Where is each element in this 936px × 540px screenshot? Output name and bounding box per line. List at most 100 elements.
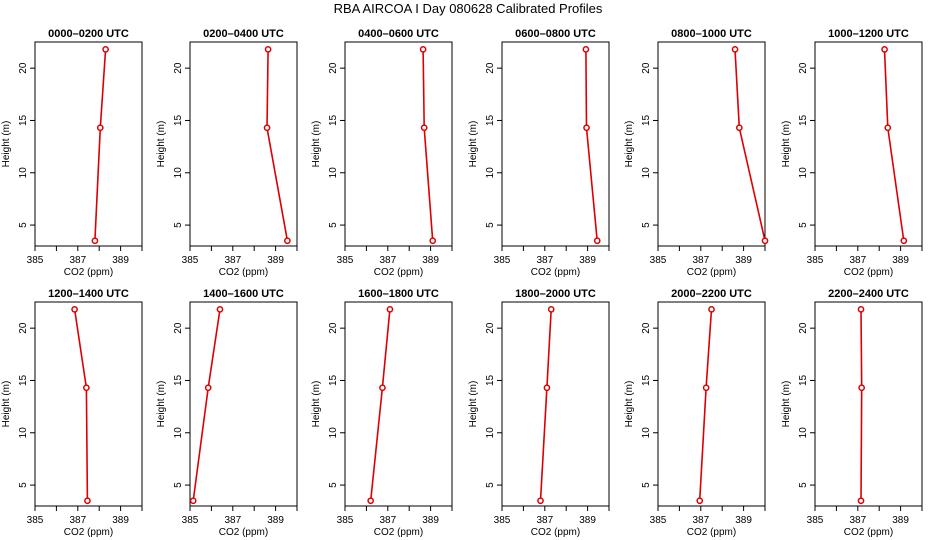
panel-title: 1000–1200 UTC [828,28,909,40]
data-point [735,124,743,132]
y-axis-label: Height (m) [781,121,792,168]
profile-line [883,49,905,241]
data-point [593,237,601,245]
data-point [71,305,78,313]
x-axis-label: CO2 (ppm) [64,267,113,278]
x-axis-label: CO2 (ppm) [844,267,893,278]
y-tick-label: 5 [641,482,652,488]
x-axis-label: CO2 (ppm) [219,267,268,278]
x-tick-label: 385 [494,515,511,526]
y-tick-label: 20 [641,62,652,74]
x-tick-label: 387 [224,255,241,266]
x-tick-label: 389 [735,255,752,266]
plot-frame [814,301,923,507]
data-point [91,237,99,245]
y-tick-label: 10 [641,427,652,439]
y-axis-label: Height (m) [1,381,12,428]
panel-title: 0400–0600 UTC [358,28,439,40]
panel-title: 0800–1000 UTC [671,28,752,40]
x-tick-label: 385 [650,255,667,266]
x-tick-label: 387 [849,255,866,266]
y-tick-label: 20 [485,322,496,334]
x-tick-label: 387 [849,515,866,526]
profile-panel: 1200–1400 UTC 385 387 389 5 10 15 20 CO2 (ppm) He… [1,288,143,538]
y-tick-label: 10 [328,427,339,439]
x-tick-label: 387 [379,255,396,266]
data-point [881,45,888,53]
y-tick-label: 5 [18,222,29,228]
panel-title: 0200–0400 UTC [203,28,284,40]
profile-panel: 2000–2200 UTC 385 387 389 5 10 15 20 CO2 (ppm) He… [624,288,766,538]
profile-panel: 0200–0400 UTC 385 387 389 5 10 15 20 CO2 (ppm) He… [156,28,298,278]
y-axis-label: Height (m) [156,381,167,428]
y-tick-label: 5 [173,222,184,228]
data-point [857,305,865,313]
x-axis-label: CO2 (ppm) [844,527,893,538]
profile-line [422,49,434,241]
x-tick-label: 389 [892,515,909,526]
data-point [83,384,90,392]
data-point [204,384,212,392]
data-point [708,305,715,313]
data-point [102,45,109,53]
figure-title: RBA AIRCOA I Day 080628 Calibrated Profi… [333,1,603,16]
x-tick-label: 387 [69,515,86,526]
data-point [420,124,428,132]
y-axis-label: Height (m) [781,381,792,428]
y-tick-label: 20 [173,322,184,334]
profile-panel: 2200–2400 UTC 385 387 389 5 10 15 20 CO2 (ppm) He… [781,288,923,538]
y-axis-label: Height (m) [156,121,167,168]
y-tick-label: 15 [18,114,29,126]
x-tick-label: 387 [379,515,396,526]
y-tick-label: 10 [641,167,652,179]
x-tick-label: 389 [112,255,129,266]
x-tick-label: 387 [692,515,709,526]
panel-title: 1800–2000 UTC [515,288,596,300]
x-tick-label: 389 [579,515,596,526]
x-axis-label: CO2 (ppm) [531,267,580,278]
y-tick-label: 10 [485,167,496,179]
y-tick-label: 15 [485,374,496,386]
data-point [900,237,908,245]
x-tick-label: 387 [692,255,709,266]
x-tick-label: 389 [267,515,284,526]
y-tick-label: 15 [485,114,496,126]
data-point [731,45,739,53]
y-tick-label: 10 [173,167,184,179]
profile-panel: 0800–1000 UTC 385 387 389 5 10 15 20 CO2 (ppm) He… [624,28,769,278]
profile-line [585,49,598,241]
x-axis-label: CO2 (ppm) [374,527,423,538]
data-point [386,305,394,313]
y-tick-label: 5 [328,482,339,488]
data-point [547,305,555,313]
data-point [367,497,375,505]
x-tick-label: 385 [650,515,667,526]
data-point [284,237,291,245]
profile-panel: 1800–2000 UTC 385 387 389 5 10 15 20 CO2 (ppm) He… [468,288,610,538]
plot-frame [344,301,453,507]
y-axis-label: Height (m) [1,121,12,168]
profile-panel: 0000–0200 UTC 385 387 389 5 10 15 20 CO2 (ppm) He… [1,28,143,278]
y-tick-label: 15 [328,374,339,386]
y-tick-label: 10 [485,427,496,439]
y-tick-label: 20 [18,322,29,334]
data-point [379,384,386,392]
plot-frame [189,41,298,247]
data-point [583,124,590,132]
profile-line [94,49,107,241]
data-point [264,45,272,53]
profile-line [369,309,391,501]
profile-line [698,309,713,501]
data-point [761,237,769,245]
y-axis-label: Height (m) [468,121,479,168]
x-tick-label: 389 [267,255,284,266]
x-tick-label: 385 [494,255,511,266]
y-tick-label: 10 [798,427,809,439]
y-tick-label: 5 [328,222,339,228]
y-tick-label: 5 [798,222,809,228]
plot-frame [814,41,923,247]
profile-panel: 1000–1200 UTC 385 387 389 5 10 15 20 CO2 (ppm) He… [781,28,923,278]
x-tick-label: 385 [182,515,199,526]
plot-frame [657,41,766,247]
y-tick-label: 20 [798,322,809,334]
